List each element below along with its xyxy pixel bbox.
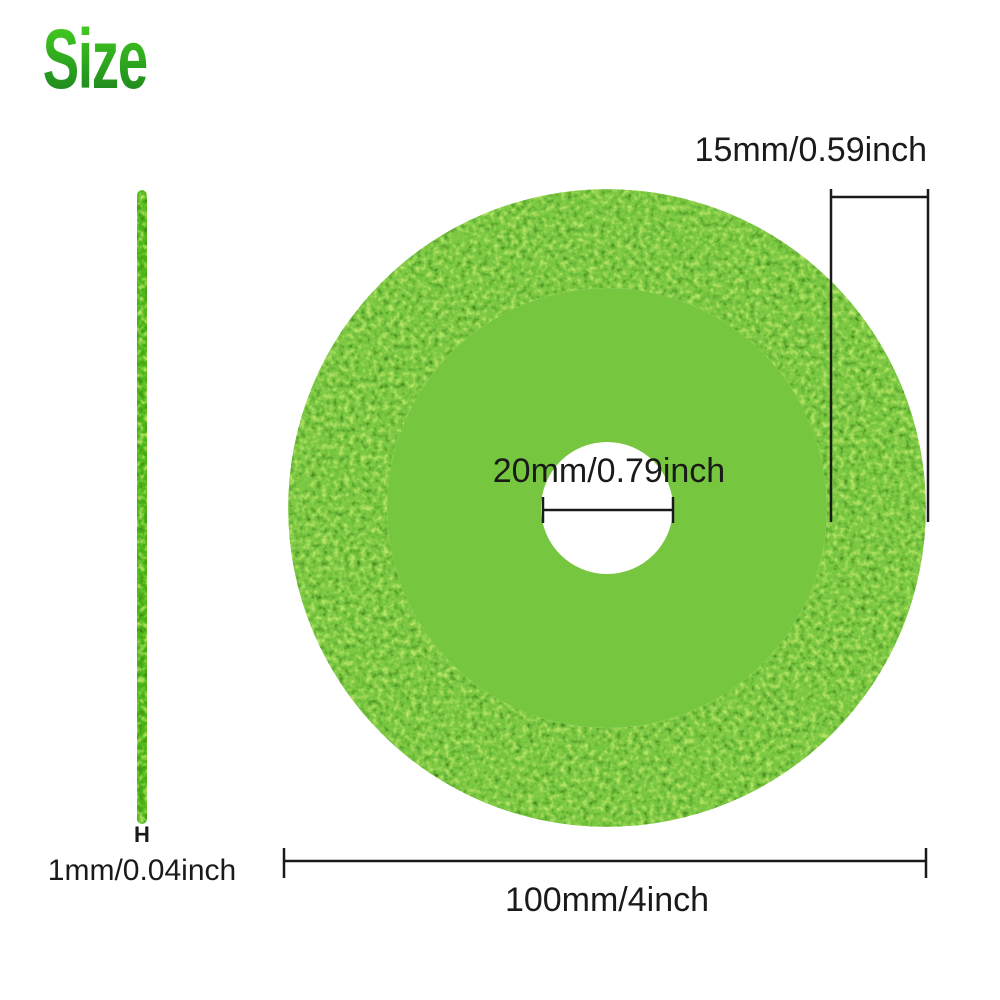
svg-text:15mm/0.59inch: 15mm/0.59inch xyxy=(695,131,927,169)
svg-text:100mm/4inch: 100mm/4inch xyxy=(505,881,709,919)
svg-text:Size: Size xyxy=(43,13,147,107)
svg-text:20mm/0.79inch: 20mm/0.79inch xyxy=(493,452,725,490)
svg-text:1mm/0.04inch: 1mm/0.04inch xyxy=(48,854,236,887)
svg-text:H: H xyxy=(134,822,150,847)
